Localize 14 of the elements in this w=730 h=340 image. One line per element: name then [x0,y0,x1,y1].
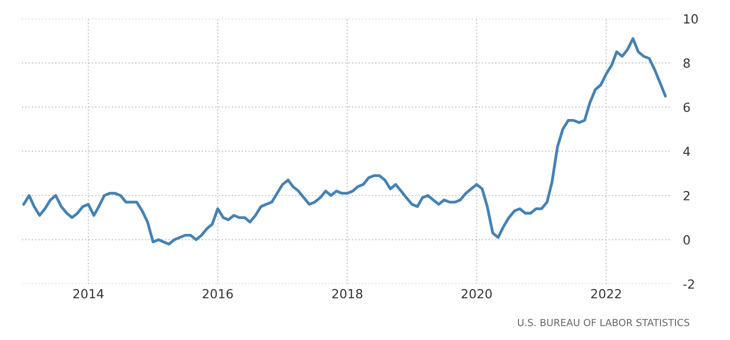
y-tick-label: 8 [684,58,690,68]
x-tick-label: 2018 [332,288,362,298]
line-series [22,37,667,246]
text: U.S. BUREAU OF LABOR STATISTICS [518,318,690,326]
y-tick-label: -2 [683,279,694,289]
x-tick-label: 2014 [73,288,104,298]
y-tick-label: 6 [684,102,690,112]
x-tick-label: 2016 [202,288,233,298]
y-tick-label: 10 [684,14,698,24]
x-tick-label: 2020 [462,288,492,298]
y-tick-label: 4 [683,146,690,156]
y-tick-label: 2 [684,190,690,200]
x-tick-label: 2022 [591,288,621,298]
y-tick-label: 0 [684,235,690,245]
